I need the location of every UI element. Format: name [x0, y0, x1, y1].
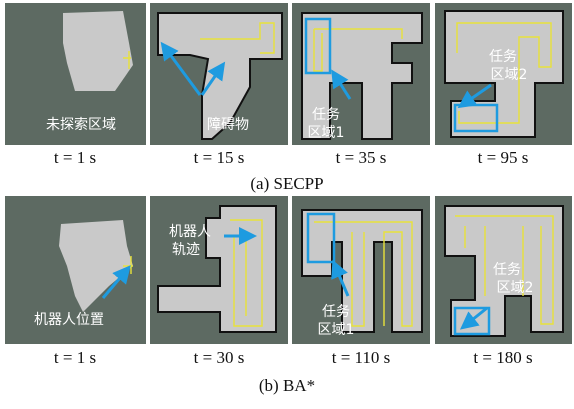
- time-label: t = 30 s: [194, 348, 245, 367]
- time-label: t = 180 s: [473, 348, 532, 367]
- annotation: 区域2: [497, 280, 534, 296]
- time-label: t = 1 s: [54, 348, 96, 367]
- time-label: t = 110 s: [332, 348, 391, 367]
- panel: 障碍物: [150, 3, 288, 145]
- annotation: 机器人: [169, 224, 211, 240]
- figure: 未探索区域 障碍物 任务 区域1 任务 区域2 t = 1 s t = 15 s…: [0, 0, 574, 409]
- time-label: t = 35 s: [336, 148, 387, 167]
- annotation: 区域1: [318, 322, 355, 338]
- time-label: t = 15 s: [194, 148, 245, 167]
- annotation: 任务: [322, 304, 350, 320]
- panel: 任务 区域2: [435, 196, 572, 344]
- panel: 机器人 轨迹: [150, 196, 288, 344]
- annotation: 障碍物: [207, 117, 249, 133]
- panel: 机器人位置: [5, 196, 146, 344]
- annotation: 区域1: [308, 125, 345, 141]
- annotation: 任务: [493, 262, 521, 278]
- row-caption: (a) SECPP: [250, 174, 323, 193]
- annotation: 区域2: [491, 67, 528, 83]
- time-label: t = 95 s: [478, 148, 529, 167]
- annotation: 机器人位置: [34, 312, 104, 328]
- row-caption: (b) BA*: [259, 376, 315, 395]
- panel: 任务 区域1: [292, 196, 430, 344]
- panel: 未探索区域: [5, 3, 146, 145]
- annotation: 任务: [312, 107, 340, 123]
- annotation: 任务: [489, 49, 517, 65]
- time-label: t = 1 s: [54, 148, 96, 167]
- panel: 任务 区域1: [292, 3, 430, 145]
- annotation: 未探索区域: [46, 116, 116, 133]
- panel: 任务 区域2: [435, 3, 572, 145]
- annotation: 轨迹: [172, 242, 200, 258]
